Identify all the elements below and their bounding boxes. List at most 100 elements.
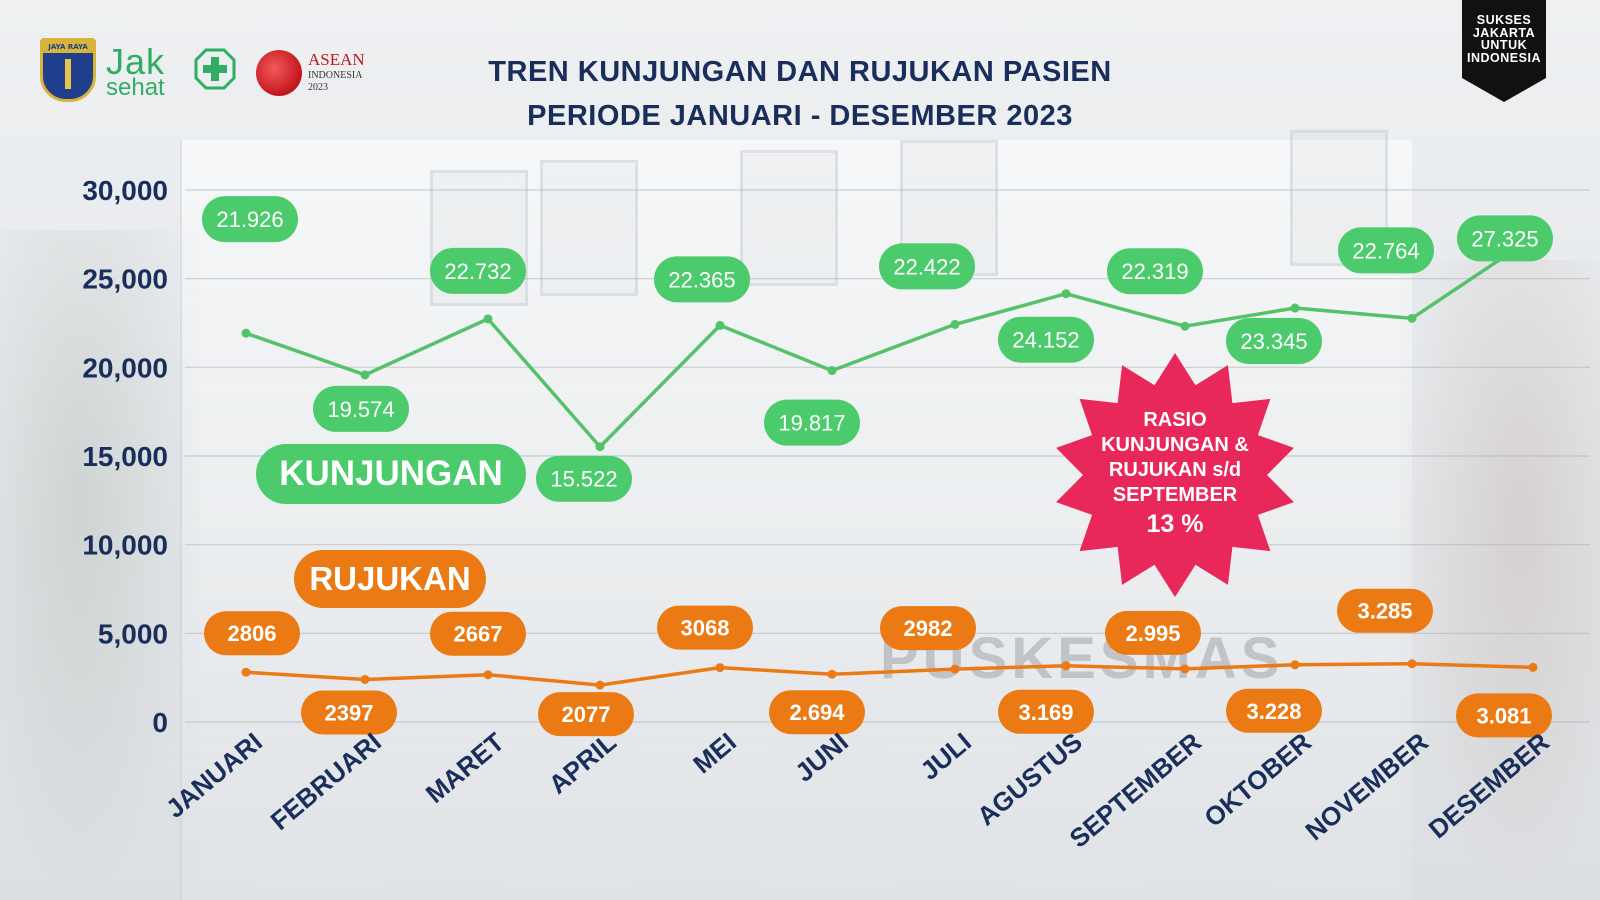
- label-pill: [301, 690, 397, 735]
- callout-line: SEPTEMBER: [1112, 484, 1238, 506]
- x-tick-label: SEPTEMBER: [1064, 726, 1207, 853]
- rujukan-point: [595, 680, 605, 690]
- rujukan-point: [483, 670, 493, 680]
- rujukan-point: [1528, 662, 1538, 672]
- background-window: [740, 150, 838, 286]
- kunjungan-point: [1407, 313, 1417, 323]
- health-cross-logo: [194, 48, 236, 90]
- rujukan-point: [360, 674, 370, 684]
- x-tick-label: OKTOBER: [1198, 726, 1317, 832]
- label-text: 22.422: [893, 254, 960, 279]
- label-pill: [998, 316, 1094, 363]
- ratio-callout: RASIO KUNJUNGAN & RUJUKAN s/d SEPTEMBER …: [1075, 408, 1275, 537]
- jaksehat-logo-bottom: sehat: [106, 74, 165, 101]
- callout-line: RUJUKAN s/d: [1108, 459, 1242, 481]
- label-text: 2.694: [789, 700, 845, 725]
- badge-line: INDONESIA: [1467, 50, 1541, 65]
- rujukan-data-label: 3.169: [998, 689, 1094, 734]
- label-text: 27.325: [1471, 226, 1538, 251]
- label-pill: [1226, 318, 1322, 365]
- kunjungan-point: [1180, 321, 1190, 331]
- asean-logo-name: ASEAN: [308, 50, 365, 69]
- kunjungan-point: [827, 366, 837, 376]
- kunjungan-point: [715, 320, 725, 330]
- x-tick-label: JANUARI: [160, 727, 268, 824]
- label-text: 3.081: [1476, 703, 1531, 728]
- kunjungan-point: [241, 328, 251, 338]
- asean-2023-logo: ASEAN INDONESIA 2023: [256, 48, 366, 96]
- label-pill: [1338, 227, 1434, 274]
- label-text: 22.732: [444, 259, 511, 284]
- label-pill: [430, 247, 526, 294]
- asean-logo-year: 2023: [308, 82, 328, 93]
- badge-line: UNTUK: [1480, 38, 1528, 52]
- rujukan-point: [827, 669, 837, 679]
- asean-emblem-icon: [256, 50, 302, 96]
- kunjungan-data-label: 19.574: [313, 385, 409, 432]
- label-text: 2806: [228, 621, 277, 646]
- badge-line: JAKARTA: [1472, 25, 1536, 40]
- kunjungan-data-label: 22.319: [1107, 248, 1203, 295]
- callout-line: RASIO: [1143, 409, 1207, 431]
- y-tick-label: 10,000: [82, 530, 168, 561]
- label-pill: [1107, 248, 1203, 295]
- label-pill: [1105, 610, 1201, 655]
- label-text: 2077: [562, 702, 611, 727]
- background-window: [540, 160, 638, 296]
- rujukan-data-label: 2077: [538, 692, 634, 737]
- rujukan-data-label: 2982: [880, 606, 976, 651]
- label-text: 19.574: [327, 397, 394, 422]
- kunjungan-data-label: 19.817: [764, 399, 860, 446]
- rujukan-data-label: 2397: [301, 690, 397, 735]
- label-pill: [654, 256, 750, 303]
- data-labels: 21.926 19.574 22.732 15.522 22.365 19.817 22.4…: [202, 196, 1553, 738]
- kunjungan-line: [245, 235, 1534, 449]
- label-pill: [1456, 693, 1552, 738]
- label-text: 22.365: [668, 267, 735, 292]
- label-pill: [879, 243, 975, 290]
- chart-title-line-1: TREN KUNJUNGAN DAN RUJUKAN PASIEN: [488, 56, 1112, 88]
- x-tick-label: FEBRUARI: [265, 727, 387, 836]
- rujukan-point: [715, 663, 725, 673]
- ratio-starburst: [1056, 353, 1294, 597]
- label-text: 3068: [681, 616, 730, 641]
- y-tick-label: 30,000: [82, 175, 168, 206]
- badge-line: SUKSES: [1476, 13, 1532, 27]
- rujukan-data-label: 3068: [657, 605, 753, 650]
- axis-labels: 0 5,000 10,000 15,000 20,000 25,000 30,000 JANU…: [82, 175, 1555, 854]
- label-text: 2982: [904, 616, 953, 641]
- rujukan-point: [950, 664, 960, 674]
- x-tick-label: MEI: [687, 727, 742, 780]
- label-pill: [536, 455, 632, 502]
- label-pill: [769, 690, 865, 735]
- x-tick-label: APRIL: [543, 727, 622, 800]
- kunjungan-point: [1290, 303, 1300, 313]
- kunjungan-data-label: 22.732: [430, 247, 526, 294]
- kunjungan-data-label: 22.422: [879, 243, 975, 290]
- label-text: 15.522: [550, 467, 617, 492]
- x-tick-label: NOVEMBER: [1299, 726, 1434, 846]
- y-tick-label: 25,000: [82, 264, 168, 295]
- label-pill: [430, 611, 526, 656]
- callout-ratio-value: 13 %: [1146, 510, 1204, 538]
- rujukan-data-label: 3.228: [1226, 688, 1322, 733]
- kunjungan-point: [360, 370, 370, 380]
- label-text: 21.926: [216, 207, 283, 232]
- rujukan-point: [1407, 659, 1417, 669]
- badge-text: SUKSES JAKARTA UNTUK INDONESIA: [1462, 14, 1546, 64]
- label-pill: [998, 689, 1094, 734]
- label-pill: [1226, 688, 1322, 733]
- x-tick-label: DESEMBER: [1423, 726, 1555, 844]
- background-roof: [1400, 260, 1600, 900]
- kunjungan-data-label: 22.764: [1338, 227, 1434, 274]
- kunjungan-data-label: 24.152: [998, 316, 1094, 363]
- monument-icon: [65, 59, 71, 89]
- rujukan-point: [1180, 664, 1190, 674]
- rujukan-point: [1290, 660, 1300, 670]
- kunjungan-data-label: 15.522: [536, 455, 632, 502]
- rujukan-data-label: 2667: [430, 611, 526, 656]
- kunjungan-data-label: 23.345: [1226, 318, 1322, 365]
- asean-logo-country: INDONESIA: [308, 70, 363, 81]
- rujukan-data-label: 2.995: [1105, 610, 1201, 655]
